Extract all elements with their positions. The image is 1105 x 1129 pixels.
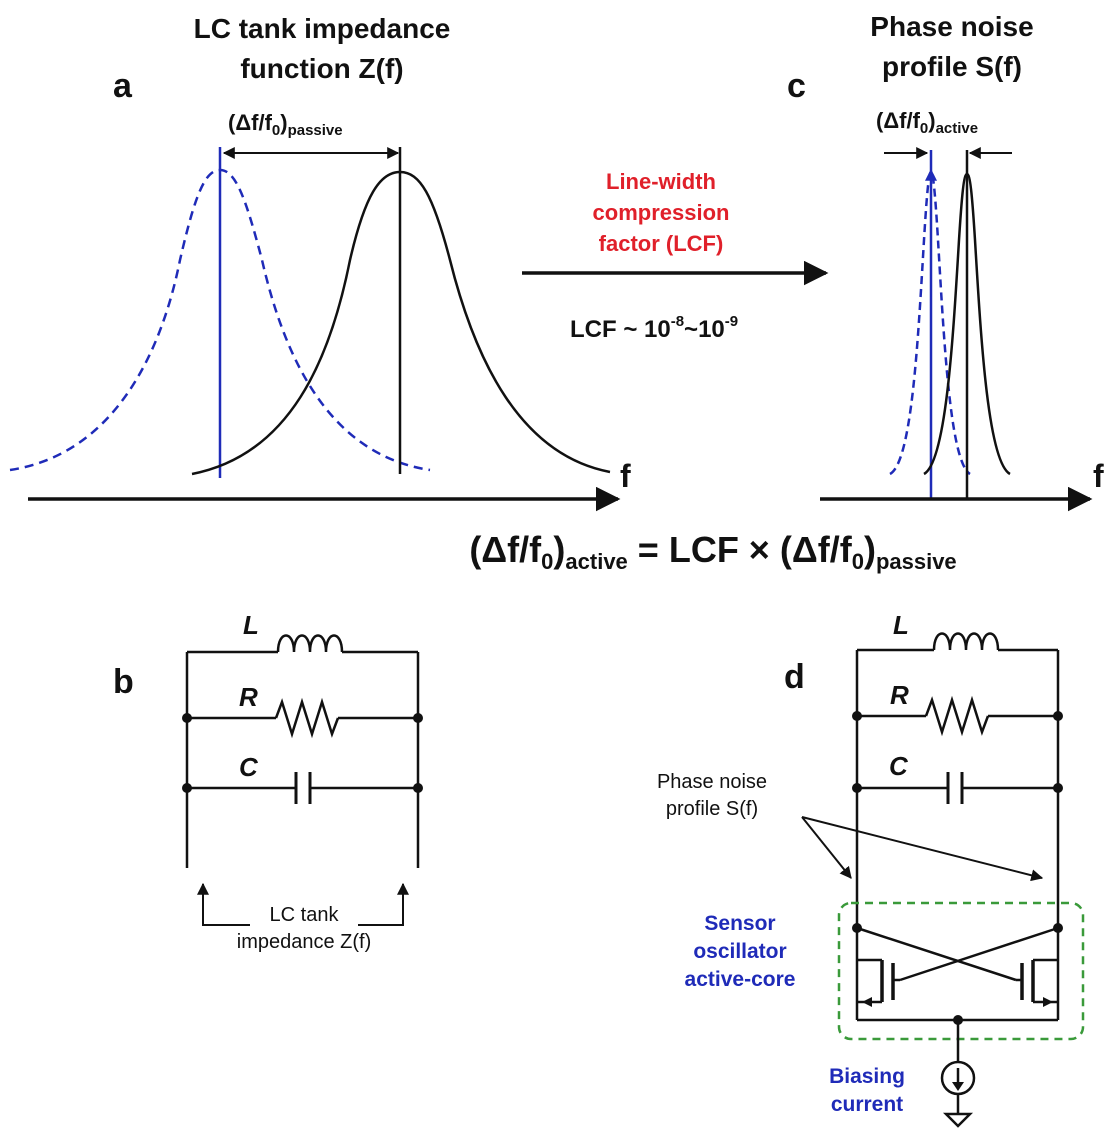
panel-a-delta-sub: passive [288,122,343,139]
panel-c-delta-sub: active [936,120,979,137]
cross-coupling-wire [899,926,1059,982]
panel-a-delta-sub0: 0 [272,122,280,139]
panel-b-resistor [187,697,418,739]
lcf-value-mid: ~10 [684,316,725,343]
panel-d-label-C: C [889,751,909,781]
panel-c-delta-label: (Δf/f0)active [876,108,978,137]
panel-a-title-line2: function Z(f) [240,53,403,84]
panel-b-caption-line2: impedance Z(f) [237,931,372,953]
panel-d-resistor [857,695,1058,737]
panel-d: d L R C [657,610,1085,1128]
eq-open2: (Δf/f [780,529,853,570]
panel-b-node [413,783,423,793]
panel-b-label-R: R [239,682,258,712]
panel-b-capacitor [187,772,418,804]
biasing-current-source [940,1060,976,1114]
panel-d-phase-pointer-right [801,816,1044,882]
eq-sub2: passive [876,549,957,574]
panel-b-node [413,713,423,723]
panel-b-right-bracket [358,882,409,926]
ground-icon [942,1112,974,1128]
panel-c-delta-sub0: 0 [920,120,928,137]
panel-d-label-R: R [890,680,909,710]
eq-middle: = LCF × [628,529,780,570]
panel-c-delta-base: (Δf/f [876,108,921,133]
panel-b-node [182,783,192,793]
eq-close2: ) [864,529,876,570]
panel-b-caption-line1: LC tank [270,904,340,926]
panel-b-label-C: C [239,752,259,782]
lcf-equation: (Δf/f0)active = LCF × (Δf/f0)passive [469,529,956,574]
lcf-value: LCF ~ 10-8~10-9 [570,313,738,343]
panel-b-left-bracket [197,882,250,926]
panel-d-capacitor [857,772,1058,804]
panel-c-title-line2: profile S(f) [882,51,1022,82]
panel-b-label-L: L [243,610,259,640]
panel-a-letter: a [113,67,133,105]
panel-a-title-line1: LC tank impedance [194,13,451,44]
panel-c-delta-close: ) [928,108,935,133]
panel-d-phase-label-line2: profile S(f) [666,798,758,820]
panel-b-node [182,713,192,723]
sensor-label-line3: active-core [685,968,796,991]
panel-a-delta-label: (Δf/f0)passive [228,110,343,139]
compression-arrow-group: Line-width compression factor (LCF) LCF … [522,169,829,343]
panel-d-inductor [857,632,1058,652]
panel-d-letter: d [784,658,805,696]
bias-label-line2: current [831,1093,903,1116]
bias-label-line1: Biasing [829,1065,905,1088]
panel-a-delta-close: ) [280,110,287,135]
panel-d-phase-pointer-left [801,816,852,879]
lcf-value-exp2: -9 [725,313,738,330]
lcf-caption-line2: compression [593,200,730,225]
panel-d-node [1053,783,1063,793]
lcf-caption-line3: factor (LCF) [599,231,724,256]
right-transistor [1016,958,1058,1007]
panel-d-phase-label-line1: Phase noise [657,771,767,793]
panel-d-node [852,711,862,721]
panel-b-inductor [187,634,418,654]
panel-d-label-L: L [893,610,909,640]
panel-c-axis-label: f [1093,458,1104,494]
eq-sub1: active [565,549,627,574]
panel-a-delta-base: (Δf/f [228,110,273,135]
left-transistor [857,958,900,1007]
cross-coupling-wire [856,926,1017,982]
panel-c-title-line1: Phase noise [870,11,1033,42]
lcf-value-base: LCF ~ 10 [570,316,671,343]
lcf-caption-line1: Line-width [606,169,716,194]
panel-a: LC tank impedance function Z(f) a (Δf/f0… [9,13,631,512]
lcf-value-exp1: -8 [671,313,684,330]
sensor-label-line1: Sensor [704,912,775,935]
sensor-label-line2: oscillator [693,940,786,963]
panel-d-node [1053,711,1063,721]
panel-b: b L R C [113,610,423,953]
eq-close1: ) [553,529,565,570]
panel-b-letter: b [113,663,134,701]
eq-sub0a: 0 [541,549,553,574]
panel-d-node [852,783,862,793]
active-core-box [837,901,1085,1041]
panel-c-letter: c [787,67,806,105]
panel-a-axis-label: f [620,458,631,494]
eq-sub0b: 0 [852,549,864,574]
eq-open1: (Δf/f [469,529,542,570]
panel-c: Phase noise profile S(f) c (Δf/f0)active… [787,11,1104,512]
